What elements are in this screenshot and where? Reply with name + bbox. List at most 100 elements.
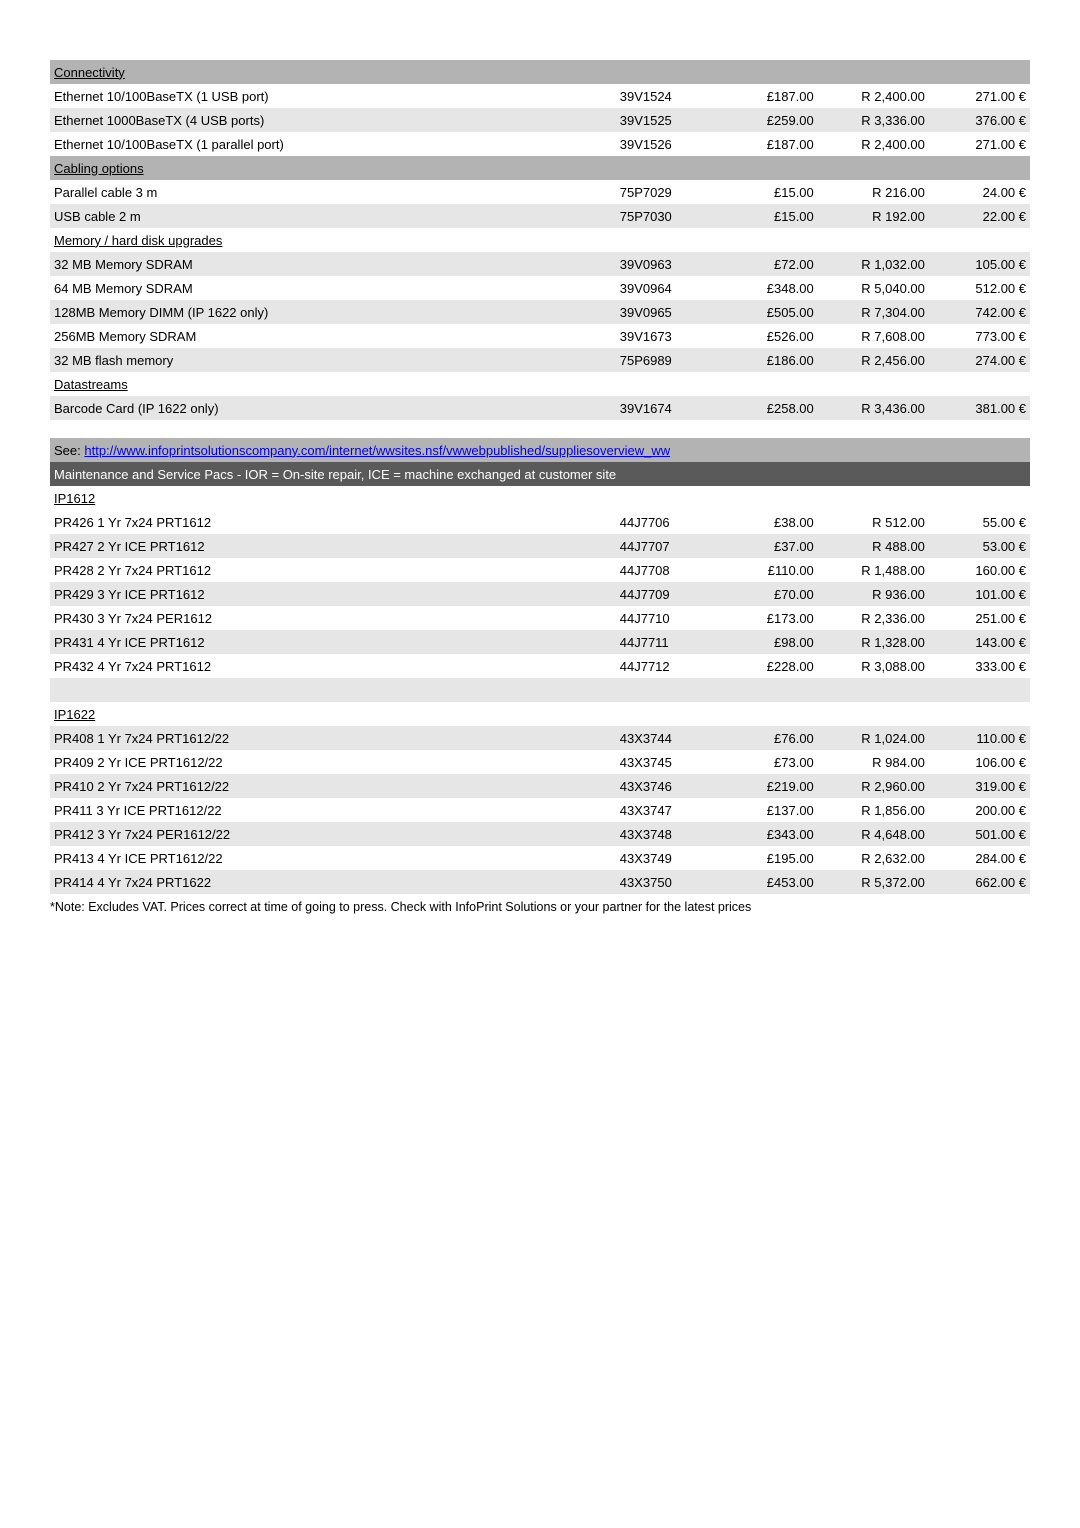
gbp-cell: £343.00 bbox=[717, 822, 818, 846]
code-cell: 43X3744 bbox=[616, 726, 717, 750]
table-row: PR413 4 Yr ICE PRT1612/2243X3749£195.00R… bbox=[50, 846, 1030, 870]
eur-cell: 381.00 € bbox=[929, 396, 1030, 420]
rand-cell: R 3,088.00 bbox=[818, 654, 929, 678]
gbp-cell: £187.00 bbox=[717, 132, 818, 156]
table-row: 64 MB Memory SDRAM39V0964£348.00R 5,040.… bbox=[50, 276, 1030, 300]
table-row: Parallel cable 3 m75P7029£15.00R 216.002… bbox=[50, 180, 1030, 204]
eur-cell: 24.00 € bbox=[929, 180, 1030, 204]
gbp-cell: £173.00 bbox=[717, 606, 818, 630]
section-header: Connectivity bbox=[50, 60, 1030, 84]
code-cell: 39V0965 bbox=[616, 300, 717, 324]
table-row: PR429 3 Yr ICE PRT161244J7709£70.00R 936… bbox=[50, 582, 1030, 606]
desc-cell: 64 MB Memory SDRAM bbox=[50, 276, 616, 300]
desc-cell: PR427 2 Yr ICE PRT1612 bbox=[50, 534, 616, 558]
rand-cell: R 216.00 bbox=[818, 180, 929, 204]
eur-cell: 105.00 € bbox=[929, 252, 1030, 276]
code-cell: 44J7707 bbox=[616, 534, 717, 558]
gbp-cell: £110.00 bbox=[717, 558, 818, 582]
eur-cell: 773.00 € bbox=[929, 324, 1030, 348]
rand-cell: R 512.00 bbox=[818, 510, 929, 534]
code-cell: 39V1674 bbox=[616, 396, 717, 420]
code-cell: 44J7710 bbox=[616, 606, 717, 630]
eur-cell: 512.00 € bbox=[929, 276, 1030, 300]
supplies-link[interactable]: http://www.infoprintsolutionscompany.com… bbox=[84, 443, 670, 458]
eur-cell: 271.00 € bbox=[929, 84, 1030, 108]
desc-cell: 32 MB Memory SDRAM bbox=[50, 252, 616, 276]
rand-cell: R 192.00 bbox=[818, 204, 929, 228]
table-row: PR412 3 Yr 7x24 PER1612/2243X3748£343.00… bbox=[50, 822, 1030, 846]
gbp-cell: £37.00 bbox=[717, 534, 818, 558]
gbp-cell: £505.00 bbox=[717, 300, 818, 324]
eur-cell: 160.00 € bbox=[929, 558, 1030, 582]
code-cell: 43X3747 bbox=[616, 798, 717, 822]
desc-cell: Barcode Card (IP 1622 only) bbox=[50, 396, 616, 420]
code-cell: 43X3750 bbox=[616, 870, 717, 894]
gbp-cell: £258.00 bbox=[717, 396, 818, 420]
code-cell: 43X3748 bbox=[616, 822, 717, 846]
gbp-cell: £186.00 bbox=[717, 348, 818, 372]
gbp-cell: £348.00 bbox=[717, 276, 818, 300]
rand-cell: R 2,336.00 bbox=[818, 606, 929, 630]
code-cell: 39V1524 bbox=[616, 84, 717, 108]
desc-cell: PR411 3 Yr ICE PRT1612/22 bbox=[50, 798, 616, 822]
gbp-cell: £15.00 bbox=[717, 204, 818, 228]
gbp-cell: £137.00 bbox=[717, 798, 818, 822]
rand-cell: R 936.00 bbox=[818, 582, 929, 606]
eur-cell: 53.00 € bbox=[929, 534, 1030, 558]
gbp-cell: £70.00 bbox=[717, 582, 818, 606]
rand-cell: R 1,328.00 bbox=[818, 630, 929, 654]
code-cell: 39V0963 bbox=[616, 252, 717, 276]
table-row: PR432 4 Yr 7x24 PRT161244J7712£228.00R 3… bbox=[50, 654, 1030, 678]
rand-cell: R 5,040.00 bbox=[818, 276, 929, 300]
gbp-cell: £73.00 bbox=[717, 750, 818, 774]
gbp-cell: £38.00 bbox=[717, 510, 818, 534]
desc-cell: Parallel cable 3 m bbox=[50, 180, 616, 204]
table-row: Ethernet 10/100BaseTX (1 USB port)39V152… bbox=[50, 84, 1030, 108]
desc-cell: PR414 4 Yr 7x24 PRT1622 bbox=[50, 870, 616, 894]
desc-cell: PR412 3 Yr 7x24 PER1612/22 bbox=[50, 822, 616, 846]
rand-cell: R 2,400.00 bbox=[818, 84, 929, 108]
desc-cell: PR413 4 Yr ICE PRT1612/22 bbox=[50, 846, 616, 870]
table-row: PR428 2 Yr 7x24 PRT161244J7708£110.00R 1… bbox=[50, 558, 1030, 582]
gbp-cell: £187.00 bbox=[717, 84, 818, 108]
desc-cell: PR428 2 Yr 7x24 PRT1612 bbox=[50, 558, 616, 582]
code-cell: 43X3746 bbox=[616, 774, 717, 798]
desc-cell: PR409 2 Yr ICE PRT1612/22 bbox=[50, 750, 616, 774]
code-cell: 44J7711 bbox=[616, 630, 717, 654]
code-cell: 43X3745 bbox=[616, 750, 717, 774]
desc-cell: PR426 1 Yr 7x24 PRT1612 bbox=[50, 510, 616, 534]
rand-cell: R 1,488.00 bbox=[818, 558, 929, 582]
desc-cell: 128MB Memory DIMM (IP 1622 only) bbox=[50, 300, 616, 324]
section-header: Cabling options bbox=[50, 156, 1030, 180]
rand-cell: R 2,960.00 bbox=[818, 774, 929, 798]
desc-cell: Ethernet 10/100BaseTX (1 USB port) bbox=[50, 84, 616, 108]
table-row: PR408 1 Yr 7x24 PRT1612/2243X3744£76.00R… bbox=[50, 726, 1030, 750]
eur-cell: 55.00 € bbox=[929, 510, 1030, 534]
code-cell: 44J7712 bbox=[616, 654, 717, 678]
table-row: PR430 3 Yr 7x24 PER161244J7710£173.00R 2… bbox=[50, 606, 1030, 630]
section-header-text: Memory / hard disk upgrades bbox=[50, 228, 1030, 252]
rand-cell: R 1,032.00 bbox=[818, 252, 929, 276]
code-cell: 75P7030 bbox=[616, 204, 717, 228]
code-cell: 39V1525 bbox=[616, 108, 717, 132]
gbp-cell: £453.00 bbox=[717, 870, 818, 894]
desc-cell: PR408 1 Yr 7x24 PRT1612/22 bbox=[50, 726, 616, 750]
gbp-cell: £259.00 bbox=[717, 108, 818, 132]
code-cell: 75P6989 bbox=[616, 348, 717, 372]
eur-cell: 742.00 € bbox=[929, 300, 1030, 324]
eur-cell: 271.00 € bbox=[929, 132, 1030, 156]
spacer-row bbox=[50, 678, 1030, 702]
table-row: PR427 2 Yr ICE PRT161244J7707£37.00R 488… bbox=[50, 534, 1030, 558]
eur-cell: 251.00 € bbox=[929, 606, 1030, 630]
rand-cell: R 3,436.00 bbox=[818, 396, 929, 420]
code-cell: 44J7708 bbox=[616, 558, 717, 582]
section-header: Datastreams bbox=[50, 372, 1030, 396]
rand-cell: R 1,024.00 bbox=[818, 726, 929, 750]
section-header: Memory / hard disk upgrades bbox=[50, 228, 1030, 252]
desc-cell: PR432 4 Yr 7x24 PRT1612 bbox=[50, 654, 616, 678]
code-cell: 44J7709 bbox=[616, 582, 717, 606]
eur-cell: 101.00 € bbox=[929, 582, 1030, 606]
table-row: Barcode Card (IP 1622 only)39V1674£258.0… bbox=[50, 396, 1030, 420]
see-link-cell: See: http://www.infoprintsolutionscompan… bbox=[50, 438, 1030, 462]
desc-cell: 32 MB flash memory bbox=[50, 348, 616, 372]
